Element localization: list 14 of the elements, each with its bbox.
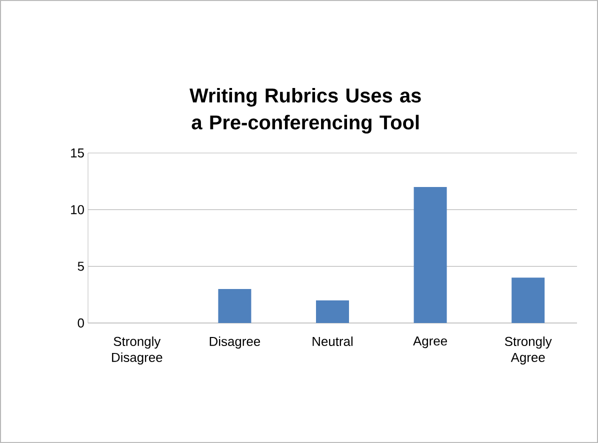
x-tick-label: Strongly Disagree: [112, 336, 162, 365]
y-tick-label: 15: [71, 148, 84, 158]
x-tick-label: Disagree: [210, 336, 260, 349]
y-tick-label: 10: [71, 205, 84, 214]
x-tick-label: Neutral: [312, 336, 353, 346]
bar: [414, 187, 447, 323]
bar: [218, 289, 252, 323]
x-tick-label: Strongly Agree: [504, 336, 552, 365]
bar: [316, 300, 350, 323]
y-tick-label: 0: [78, 318, 84, 328]
bar: [512, 278, 545, 323]
x-tick-label: Agree: [413, 336, 447, 348]
chart-title: Writing Rubrics Uses as a Pre-conferencing Tool: [190, 88, 421, 134]
y-tick-label: 5: [78, 262, 84, 271]
